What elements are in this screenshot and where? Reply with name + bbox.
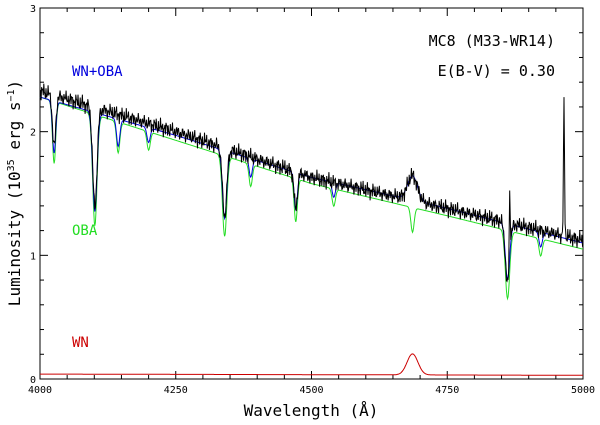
- series-line-observed: [39, 83, 584, 283]
- series-line-wn: [40, 353, 583, 376]
- y-tick-label: 3: [30, 4, 36, 15]
- x-axis-title: Wavelength (Å): [244, 401, 379, 420]
- x-tick-label: 5000: [571, 385, 595, 396]
- series-line-oba: [39, 96, 584, 301]
- y-tick-label: 0: [30, 375, 36, 386]
- series-label-oba: OBA: [72, 223, 98, 239]
- y-tick-label: 2: [30, 128, 36, 139]
- object-name-annotation: MC8 (M33-WR14): [429, 32, 555, 50]
- x-tick-label: 4250: [164, 385, 188, 396]
- series-line-wn-oba: [39, 96, 584, 282]
- reddening-annotation: E(B-V) = 0.30: [438, 62, 555, 80]
- series-layer: [39, 83, 584, 376]
- x-tick-label: 4750: [435, 385, 459, 396]
- y-axis-title: Luminosity (1035 erg s−1): [5, 80, 24, 306]
- series-label-wn: WN: [72, 335, 89, 351]
- series-label-wn-oba: WN+OBA: [72, 64, 123, 80]
- x-tick-label: 4000: [28, 385, 52, 396]
- x-tick-label: 4500: [299, 385, 323, 396]
- y-tick-label: 1: [30, 251, 36, 262]
